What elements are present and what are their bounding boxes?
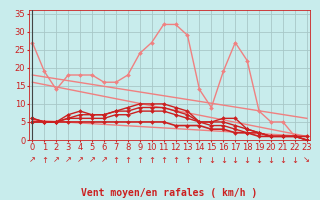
Text: ↓: ↓ [279, 156, 286, 165]
Text: ↘: ↘ [303, 156, 310, 165]
Text: ↓: ↓ [232, 156, 239, 165]
Text: ↓: ↓ [268, 156, 275, 165]
Text: ↓: ↓ [244, 156, 251, 165]
Text: ↓: ↓ [256, 156, 263, 165]
Text: ↑: ↑ [184, 156, 191, 165]
Text: ↑: ↑ [124, 156, 131, 165]
Text: ↑: ↑ [112, 156, 119, 165]
Text: Vent moyen/en rafales ( km/h ): Vent moyen/en rafales ( km/h ) [82, 188, 258, 198]
Text: ↑: ↑ [136, 156, 143, 165]
Text: ↑: ↑ [196, 156, 203, 165]
Text: ↓: ↓ [292, 156, 298, 165]
Text: ↗: ↗ [53, 156, 60, 165]
Text: ↑: ↑ [41, 156, 48, 165]
Text: ↓: ↓ [220, 156, 227, 165]
Text: ↗: ↗ [29, 156, 36, 165]
Text: ↗: ↗ [89, 156, 96, 165]
Text: ↑: ↑ [160, 156, 167, 165]
Text: ↑: ↑ [148, 156, 155, 165]
Text: ↓: ↓ [208, 156, 215, 165]
Text: ↗: ↗ [65, 156, 72, 165]
Text: ↑: ↑ [172, 156, 179, 165]
Text: ↗: ↗ [76, 156, 84, 165]
Text: ↗: ↗ [100, 156, 108, 165]
